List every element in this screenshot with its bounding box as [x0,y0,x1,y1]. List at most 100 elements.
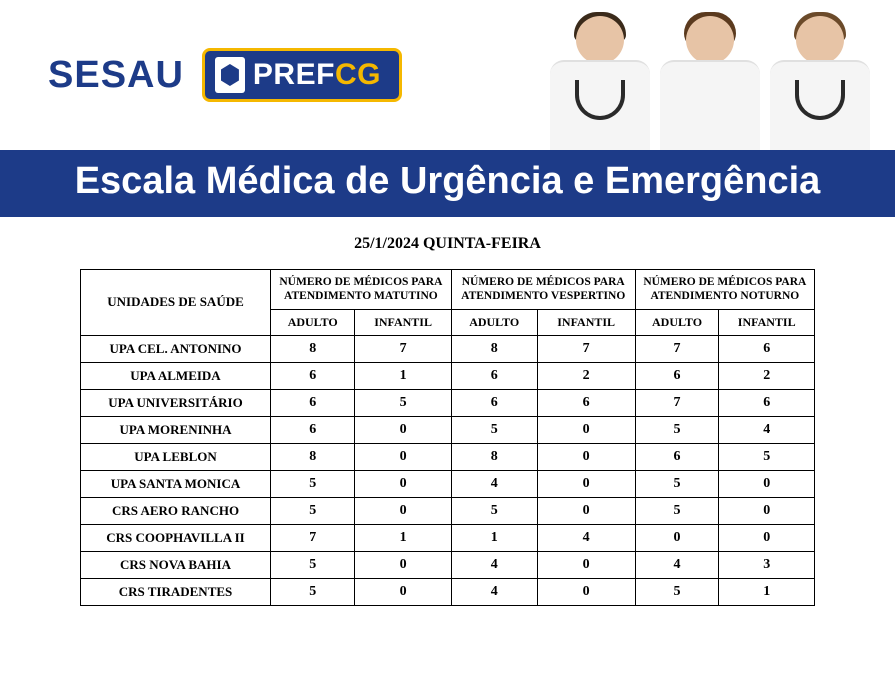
unit-name-cell: UPA LEBLON [81,443,271,470]
value-cell: 0 [537,416,635,443]
value-cell: 1 [355,524,451,551]
sub-header: INFANTIL [537,309,635,335]
value-cell: 4 [451,578,537,605]
sub-header: ADULTO [635,309,719,335]
value-cell: 7 [355,335,451,362]
page-title: Escala Médica de Urgência e Emergência [0,150,895,217]
value-cell: 8 [271,335,355,362]
table-row: CRS COOPHAVILLA II711400 [81,524,815,551]
value-cell: 7 [635,335,719,362]
value-cell: 5 [271,497,355,524]
value-cell: 5 [635,470,719,497]
value-cell: 1 [355,362,451,389]
doctors-illustration [545,0,875,150]
doctor-right-icon [765,2,875,150]
prefcg-cg: CG [335,58,381,91]
table-row: UPA CEL. ANTONINO878776 [81,335,815,362]
value-cell: 0 [537,497,635,524]
value-cell: 6 [271,389,355,416]
table-row: UPA ALMEIDA616262 [81,362,815,389]
value-cell: 0 [355,578,451,605]
value-cell: 1 [719,578,815,605]
value-cell: 0 [537,578,635,605]
sub-header: ADULTO [271,309,355,335]
value-cell: 7 [271,524,355,551]
table-row: CRS NOVA BAHIA504043 [81,551,815,578]
prefcg-badge: PREFCG [202,48,402,102]
value-cell: 5 [271,470,355,497]
unit-name-cell: UPA MORENINHA [81,416,271,443]
value-cell: 0 [537,443,635,470]
unit-name-cell: UPA UNIVERSITÁRIO [81,389,271,416]
unit-header: UNIDADES DE SAÚDE [81,270,271,336]
value-cell: 6 [271,416,355,443]
value-cell: 4 [451,470,537,497]
table-header-row-1: UNIDADES DE SAÚDE NÚMERO DE MÉDICOS PARA… [81,270,815,310]
value-cell: 0 [355,443,451,470]
table-row: UPA SANTA MONICA504050 [81,470,815,497]
value-cell: 0 [635,524,719,551]
unit-name-cell: UPA ALMEIDA [81,362,271,389]
value-cell: 3 [719,551,815,578]
table-row: CRS AERO RANCHO505050 [81,497,815,524]
value-cell: 7 [635,389,719,416]
table-wrap: UNIDADES DE SAÚDE NÚMERO DE MÉDICOS PARA… [0,269,895,606]
value-cell: 0 [537,470,635,497]
value-cell: 5 [271,578,355,605]
table-head: UNIDADES DE SAÚDE NÚMERO DE MÉDICOS PARA… [81,270,815,336]
value-cell: 6 [451,389,537,416]
value-cell: 5 [451,416,537,443]
table-row: UPA UNIVERSITÁRIO656676 [81,389,815,416]
unit-name-cell: CRS NOVA BAHIA [81,551,271,578]
schedule-table: UNIDADES DE SAÚDE NÚMERO DE MÉDICOS PARA… [80,269,815,606]
value-cell: 0 [355,470,451,497]
value-cell: 2 [537,362,635,389]
value-cell: 5 [635,497,719,524]
prefcg-pref: PREF [253,58,335,91]
doctor-center-icon [655,2,765,150]
value-cell: 5 [451,497,537,524]
unit-name-cell: CRS COOPHAVILLA II [81,524,271,551]
unit-name-cell: UPA SANTA MONICA [81,470,271,497]
value-cell: 6 [537,389,635,416]
date-line: 25/1/2024 QUINTA-FEIRA [0,217,895,269]
group-header-vespertino: NÚMERO DE MÉDICOS PARA ATENDIMENTO VESPE… [451,270,635,310]
value-cell: 4 [537,524,635,551]
value-cell: 0 [355,416,451,443]
value-cell: 8 [451,335,537,362]
unit-name-cell: CRS AERO RANCHO [81,497,271,524]
value-cell: 5 [635,578,719,605]
header-top: SESAU PREFCG [0,0,895,150]
value-cell: 2 [719,362,815,389]
value-cell: 8 [451,443,537,470]
value-cell: 5 [719,443,815,470]
value-cell: 8 [271,443,355,470]
value-cell: 4 [635,551,719,578]
value-cell: 6 [451,362,537,389]
value-cell: 1 [451,524,537,551]
doctor-left-icon [545,2,655,150]
sub-header: INFANTIL [355,309,451,335]
table-row: UPA MORENINHA605054 [81,416,815,443]
value-cell: 6 [719,335,815,362]
sub-header: ADULTO [451,309,537,335]
value-cell: 5 [635,416,719,443]
table-row: CRS TIRADENTES504051 [81,578,815,605]
group-header-noturno: NÚMERO DE MÉDICOS PARA ATENDIMENTO NOTUR… [635,270,814,310]
value-cell: 6 [635,443,719,470]
value-cell: 4 [719,416,815,443]
table-row: UPA LEBLON808065 [81,443,815,470]
value-cell: 0 [719,470,815,497]
value-cell: 0 [719,524,815,551]
value-cell: 6 [719,389,815,416]
value-cell: 5 [355,389,451,416]
sesau-logo: SESAU [48,54,184,97]
prefcg-text: PREFCG [253,58,381,92]
table-body: UPA CEL. ANTONINO878776UPA ALMEIDA616262… [81,335,815,605]
value-cell: 5 [271,551,355,578]
value-cell: 0 [537,551,635,578]
value-cell: 4 [451,551,537,578]
unit-name-cell: UPA CEL. ANTONINO [81,335,271,362]
value-cell: 6 [271,362,355,389]
value-cell: 7 [537,335,635,362]
